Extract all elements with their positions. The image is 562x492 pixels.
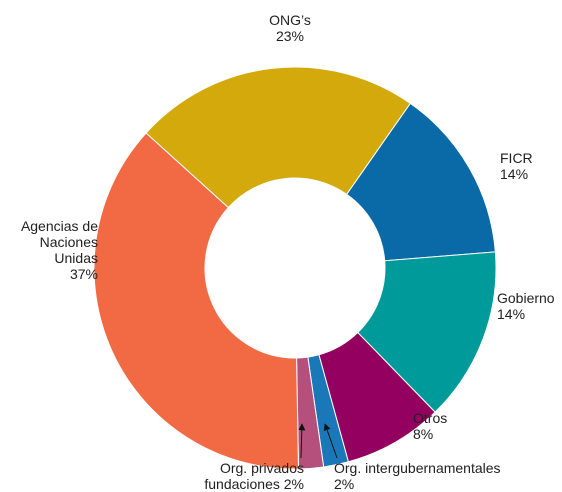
value-label: 14% [497, 306, 526, 322]
category-name: FICR [500, 150, 533, 166]
pointer [323, 423, 338, 459]
donut-segment [93, 132, 300, 470]
value-label: 2% [283, 476, 304, 492]
category-name: ONG’s [269, 12, 311, 28]
category-name: Agencias de Naciones Unidas [20, 218, 98, 266]
slice-label: Gobierno 14% [497, 290, 557, 322]
value-label: 2% [334, 476, 355, 492]
donut-segment [145, 66, 411, 209]
category-name: Otros [413, 410, 448, 426]
value-label: 8% [413, 426, 434, 442]
value-label: 14% [500, 166, 529, 182]
slice-label: ONG’s 23% [240, 12, 340, 44]
slice-label: Org. privados fundaciones 2% [200, 460, 304, 492]
category-name: Org. privados fundaciones [204, 460, 304, 492]
category-name: Gobierno [497, 290, 555, 306]
slice-label: Agencias de Naciones Unidas 37% [8, 218, 98, 282]
slice-label: Org. intergubernamentales 2% [334, 460, 534, 492]
slice-label: Otros 8% [413, 410, 473, 442]
value-label: 23% [275, 28, 305, 44]
value-label: 37% [69, 266, 98, 282]
slice-label: FICR 14% [500, 150, 560, 182]
pointer [298, 423, 306, 459]
category-name: Org. intergubernamentales [334, 460, 501, 476]
